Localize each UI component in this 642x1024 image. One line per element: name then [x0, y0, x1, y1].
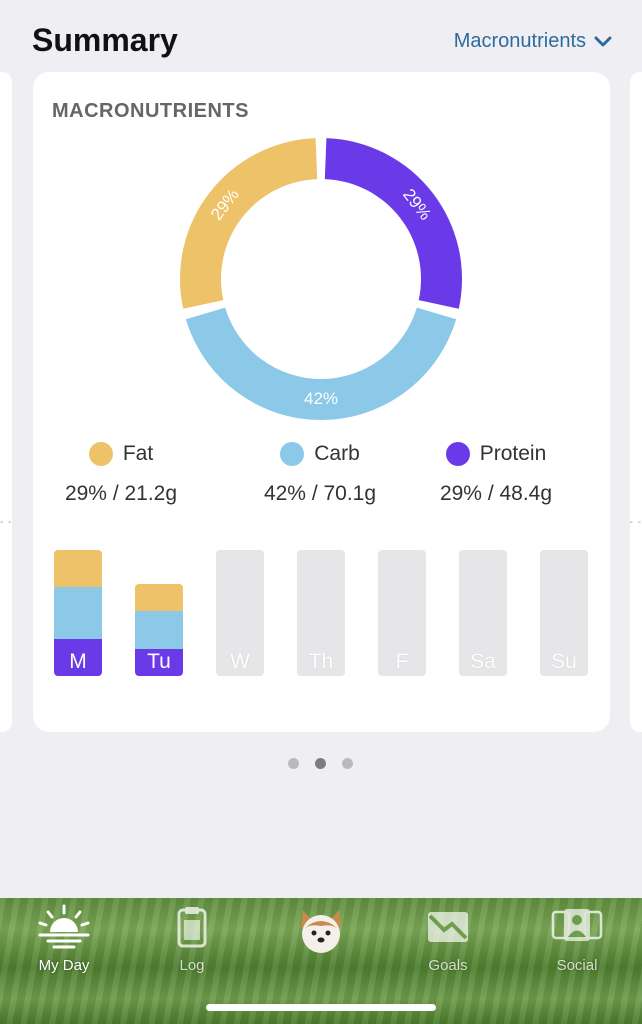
bar-segment-carb — [135, 610, 183, 650]
page-indicator[interactable] — [288, 758, 353, 769]
left-edge-dots: - - — [0, 517, 13, 528]
day-bar-th[interactable]: Th — [297, 550, 345, 676]
legend-swatch — [88, 442, 113, 466]
legend-value: 42% / 70.1g — [263, 482, 377, 505]
tab-my-day[interactable]: My Day — [9, 904, 119, 974]
legend-name: Carb — [314, 442, 360, 465]
legend-swatch — [445, 442, 470, 466]
day-bar-w[interactable]: W — [216, 550, 264, 676]
day-bar-sa[interactable]: Sa — [459, 550, 507, 676]
dog-mascot-icon — [301, 910, 341, 953]
selector-label: Macronutrients — [453, 30, 586, 52]
donut-slice-label-carb: 42% — [304, 389, 338, 408]
right-edge-dots: - - — [629, 517, 642, 528]
tab-mascot[interactable] — [266, 904, 376, 965]
page-title: Summary — [32, 22, 178, 58]
page-dot[interactable] — [315, 758, 326, 769]
legend-item-carb: Carb 42% / 70.1g — [230, 442, 410, 506]
legend-swatch — [280, 442, 305, 466]
legend-item-protein: Protein 29% / 48.4g — [406, 442, 586, 506]
sunrise-icon — [38, 904, 90, 949]
tab-goals[interactable]: Goals — [393, 904, 503, 974]
donut-slice-protein — [324, 138, 462, 309]
day-label: M — [69, 650, 87, 673]
bar-segment-fat — [135, 584, 183, 611]
tab-label: My Day — [38, 957, 90, 974]
day-label: Tu — [147, 649, 171, 673]
bar-segment-protein — [54, 639, 102, 676]
chevron-down-icon — [594, 36, 612, 46]
day-label: W — [230, 650, 250, 673]
bar-segment-protein — [135, 649, 183, 676]
day-bar-tu[interactable]: Tu — [135, 584, 183, 676]
tab-label: Goals — [428, 957, 468, 974]
day-label: F — [395, 650, 409, 673]
donut-slice-fat — [180, 138, 318, 309]
day-bar-m[interactable]: M — [54, 550, 102, 676]
legend-name: Fat — [122, 442, 154, 465]
legend-item-fat: Fat 29% / 21.2g — [31, 442, 211, 506]
page-dot[interactable] — [288, 758, 299, 769]
tab-social[interactable]: Social — [522, 904, 632, 974]
header: Summary Macronutrients — [0, 0, 642, 72]
legend-name: Protein — [479, 442, 547, 465]
card-title: MACRONUTRIENTS — [52, 100, 249, 122]
macronutrients-selector[interactable]: Macronutrients — [454, 30, 612, 53]
day-label: Sa — [470, 650, 496, 673]
legend-value: 29% / 21.2g — [64, 482, 178, 505]
macronutrient-donut-chart: 29% 29%42% — [180, 138, 462, 420]
next-card-peek[interactable] — [630, 72, 642, 732]
day-label: Su — [551, 650, 577, 673]
people-icon — [551, 909, 603, 941]
tab-log[interactable]: Log — [137, 904, 247, 974]
macronutrients-card: MACRONUTRIENTS 29% 29% 42% Fat 29% / 21.2g C… — [33, 72, 610, 732]
tab-label: Social — [556, 957, 598, 974]
bar-segment-carb — [54, 586, 102, 640]
clipboard-icon — [177, 907, 207, 948]
page-dot[interactable] — [342, 758, 353, 769]
legend-value: 29% / 48.4g — [439, 482, 553, 505]
day-label: Th — [308, 650, 334, 673]
chart-down-icon — [428, 912, 468, 942]
tab-bar: My Day Log Goals — [0, 898, 642, 1024]
tab-label: Log — [179, 957, 205, 974]
day-bar-su[interactable]: Su — [540, 550, 588, 676]
home-indicator[interactable] — [206, 1004, 436, 1011]
previous-card-peek[interactable] — [0, 72, 12, 732]
donut-slice-carb — [185, 307, 457, 420]
bar-segment-fat — [54, 550, 102, 587]
day-bar-f[interactable]: F — [378, 550, 426, 676]
